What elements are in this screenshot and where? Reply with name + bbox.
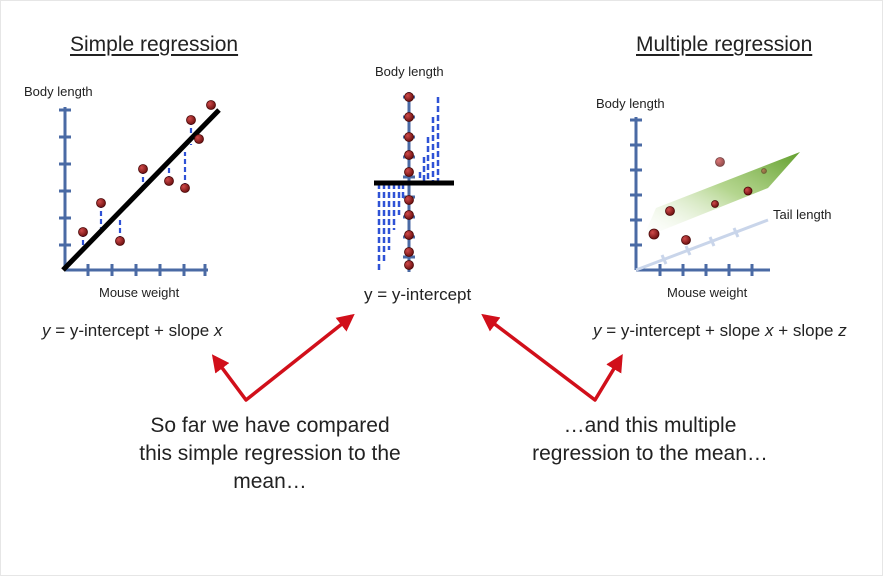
data-point bbox=[96, 198, 106, 208]
multiple-regression-title: Multiple regression bbox=[636, 33, 813, 56]
left-x-axis-label: Mouse weight bbox=[99, 285, 180, 300]
left-caption-line: So far we have compared bbox=[150, 414, 390, 437]
center-y-axis-label: Body length bbox=[375, 64, 444, 79]
right-caption-line: …and this multiple bbox=[563, 414, 737, 437]
right-caption: …and this multiple regression to the mea… bbox=[505, 412, 795, 468]
data-point bbox=[404, 92, 414, 102]
data-point bbox=[743, 186, 753, 196]
multiple-regression-plot bbox=[630, 117, 800, 276]
data-point bbox=[404, 195, 414, 205]
left-caption-line: this simple regression to the bbox=[139, 442, 401, 465]
center-residuals bbox=[377, 97, 440, 270]
eq-var-z: z bbox=[838, 321, 847, 340]
eq-var-x: x bbox=[764, 321, 774, 340]
mean-equation: y = y-intercept bbox=[364, 285, 472, 304]
data-point bbox=[194, 134, 204, 144]
simple-regression-title: Simple regression bbox=[70, 33, 239, 56]
right-data-points bbox=[648, 157, 767, 245]
left-caption: So far we have compared this simple regr… bbox=[120, 412, 420, 496]
data-point bbox=[78, 227, 88, 237]
simple-regression-plot bbox=[59, 100, 221, 276]
data-point bbox=[711, 200, 719, 208]
mean-plot bbox=[374, 92, 454, 272]
left-x-axis bbox=[65, 264, 208, 276]
data-point bbox=[164, 176, 174, 186]
data-point bbox=[404, 247, 414, 257]
data-point bbox=[404, 112, 414, 122]
data-point bbox=[648, 228, 660, 240]
right-caption-line: regression to the mean… bbox=[532, 442, 768, 465]
right-x-axis bbox=[636, 264, 770, 276]
left-data-points bbox=[78, 100, 216, 246]
eq-text: = y-intercept + slope bbox=[50, 321, 214, 340]
regression-line bbox=[61, 108, 221, 272]
right-x-axis-label: Mouse weight bbox=[667, 285, 748, 300]
left-y-axis bbox=[59, 107, 71, 270]
eq-var-y: y bbox=[42, 321, 51, 340]
data-point bbox=[404, 230, 414, 240]
regression-plane bbox=[643, 152, 800, 238]
left-y-axis-label: Body length bbox=[24, 84, 93, 99]
data-point bbox=[186, 115, 196, 125]
data-point bbox=[180, 183, 190, 193]
data-point bbox=[761, 168, 767, 174]
data-point bbox=[404, 167, 414, 177]
eq-text: = y-intercept + slope bbox=[601, 321, 765, 340]
right-y-axis-label: Body length bbox=[596, 96, 665, 111]
right-y-axis bbox=[630, 117, 642, 270]
arrows bbox=[211, 313, 623, 402]
data-point bbox=[681, 235, 691, 245]
data-point bbox=[206, 100, 216, 110]
right-z-axis bbox=[635, 218, 769, 272]
data-point bbox=[404, 210, 414, 220]
data-point bbox=[138, 164, 148, 174]
left-caption-line: mean… bbox=[233, 470, 307, 493]
data-point bbox=[665, 206, 675, 216]
arrow-to-simple-equation bbox=[211, 313, 355, 402]
data-point bbox=[115, 236, 125, 246]
right-z-axis-label: Tail length bbox=[773, 207, 832, 222]
center-data-points bbox=[404, 92, 414, 270]
arrow-to-multiple-equation bbox=[481, 313, 623, 402]
data-point bbox=[404, 150, 414, 160]
data-point bbox=[404, 132, 414, 142]
eq-text: + slope bbox=[773, 321, 839, 340]
data-point bbox=[715, 157, 725, 167]
data-point bbox=[404, 260, 414, 270]
